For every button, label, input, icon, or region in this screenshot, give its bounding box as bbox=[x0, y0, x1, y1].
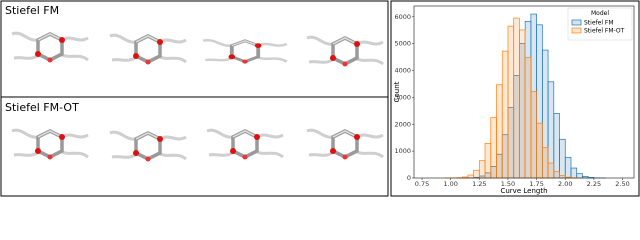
histogram-bar bbox=[530, 91, 537, 179]
figure-svg: Stiefel FM Stiefel FM-OT 0 1000 2000 3000 40… bbox=[0, 0, 640, 197]
histogram-bar bbox=[570, 167, 578, 179]
histogram-bar bbox=[524, 56, 532, 179]
x-tick-label: 1.50 bbox=[501, 180, 515, 188]
histogram-bar bbox=[553, 113, 560, 179]
panel-label: Stiefel FM bbox=[5, 4, 59, 17]
x-tick-label: 2.50 bbox=[615, 180, 629, 188]
histogram-bar bbox=[541, 147, 549, 179]
y-tick-label: 1000 bbox=[394, 147, 411, 155]
x-tick-label: 1.75 bbox=[529, 180, 543, 188]
legend-label: Stiefel FM bbox=[584, 20, 614, 27]
x-tick-label: 0.75 bbox=[415, 180, 429, 188]
legend-label: Stiefel FM-OT bbox=[584, 28, 625, 35]
legend-swatch bbox=[571, 27, 582, 34]
histogram-bar bbox=[559, 138, 566, 179]
x-tick-label: 2.25 bbox=[587, 180, 601, 188]
panel-label: Stiefel FM-OT bbox=[5, 101, 79, 114]
histogram-bar bbox=[536, 122, 543, 179]
histogram-bar bbox=[553, 171, 560, 179]
histogram-bar bbox=[501, 50, 509, 179]
histogram-bar bbox=[473, 169, 480, 179]
y-tick-label: 2000 bbox=[394, 120, 411, 128]
legend-box bbox=[567, 7, 633, 41]
histogram-bar bbox=[519, 29, 526, 179]
legend-title: Model bbox=[591, 10, 609, 17]
histogram-bar bbox=[576, 173, 583, 179]
x-tick-label: 2.00 bbox=[558, 180, 572, 188]
figure: Stiefel FM Stiefel FM-OT 0 1000 2000 3000 40… bbox=[0, 0, 640, 197]
histogram-bar bbox=[559, 175, 566, 179]
histogram-bar bbox=[496, 84, 503, 179]
legend-swatch bbox=[571, 19, 582, 26]
x-axis-label: Curve Length bbox=[500, 187, 547, 195]
y-tick-label: 0 bbox=[407, 174, 411, 182]
panel-frame bbox=[390, 0, 640, 197]
x-tick-label: 1.25 bbox=[472, 180, 486, 188]
histogram-bar bbox=[547, 162, 555, 179]
histogram-bar bbox=[490, 117, 497, 179]
y-axis-label: Count bbox=[393, 81, 401, 102]
histogram-bar bbox=[507, 25, 515, 179]
histogram-bar bbox=[478, 160, 486, 179]
histogram: 0 1000 2000 3000 4000 5000 6000 0.75 1.00 1.25 1.5… bbox=[393, 5, 635, 195]
x-tick-label: 1.00 bbox=[443, 180, 457, 188]
panel-frame bbox=[0, 96, 389, 197]
plot-frame bbox=[413, 5, 635, 179]
histogram-bar bbox=[564, 156, 572, 179]
y-tick-label: 6000 bbox=[394, 13, 411, 21]
y-tick-label: 3000 bbox=[394, 93, 411, 101]
histogram-bar bbox=[484, 142, 492, 179]
y-tick-label: 4000 bbox=[394, 67, 411, 75]
histogram-bar bbox=[513, 17, 520, 179]
y-tick-label: 5000 bbox=[394, 40, 411, 48]
histogram-bar bbox=[467, 174, 474, 179]
